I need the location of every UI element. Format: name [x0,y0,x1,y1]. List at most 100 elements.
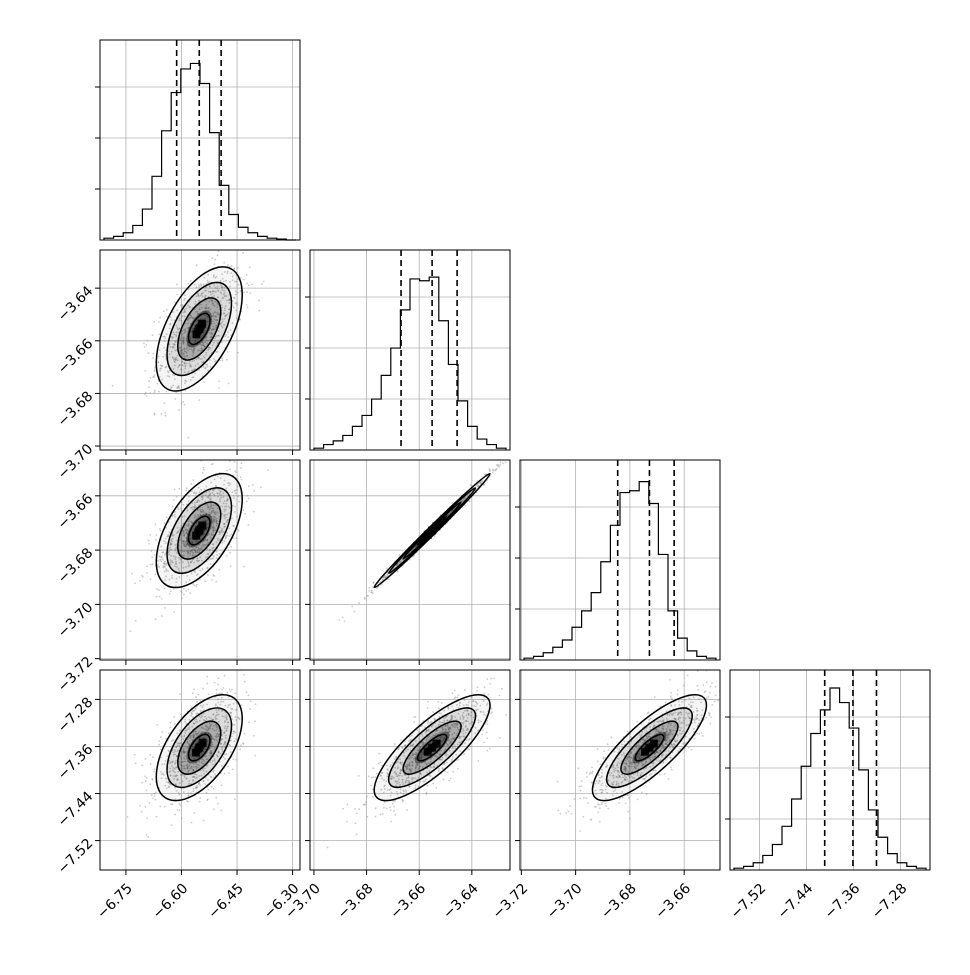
scatter-point [246,274,248,276]
scatter-point [161,731,163,733]
scatter-point [367,595,369,597]
scatter-point [487,694,489,696]
scatter-point [129,630,131,632]
scatter-point [451,692,453,694]
scatter-point [536,421,538,423]
scatter-point [250,292,252,294]
scatter-point [395,814,397,816]
scatter-point [378,753,380,755]
scatter-point [402,800,404,802]
scatter-point [483,693,485,695]
scatter-point [152,563,154,565]
scatter-point [499,464,501,466]
scatter-point [223,262,225,264]
scatter-point [228,772,230,774]
scatter-point [481,734,483,736]
scatter-point [226,555,228,557]
scatter-point [240,277,242,279]
scatter-point [164,587,166,589]
scatter-point [192,479,194,481]
scatter-point [207,574,209,576]
scatter-point [372,776,374,778]
scatter-point [171,824,173,826]
scatter-point [146,777,148,779]
scatter-point [450,778,452,780]
scatter-point [448,780,450,782]
scatter-point [492,471,494,473]
scatter-point [211,786,213,788]
scatter-point [175,392,177,394]
scatter-point [152,376,154,378]
scatter-point [213,575,215,577]
scatter-point [220,810,222,812]
scatter-point [372,586,374,588]
scatter-point [144,394,146,396]
scatter-point [709,686,711,688]
scatter-point [189,592,191,594]
scatter-point [190,280,192,282]
scatter-point [400,739,402,741]
scatter-point [203,820,205,822]
scatter-point [243,674,245,676]
scatter-point [224,773,226,775]
scatter-point [221,784,223,786]
scatter-point [174,301,176,303]
scatter-point [355,822,357,824]
scatter-point [248,485,250,487]
scatter-point [154,793,156,795]
scatter-point [218,380,220,382]
scatter-point [154,390,156,392]
scatter-point [476,686,478,688]
scatter-point [358,775,360,777]
scatter-point [242,509,244,511]
scatter-point [454,690,456,692]
scatter-point [149,783,151,785]
scatter-point [697,689,699,691]
scatter-point [165,412,167,414]
scatter-point [636,721,638,723]
scatter-point [199,700,201,702]
scatter-point [338,619,340,621]
scatter-point [199,797,201,799]
scatter-point [170,722,172,724]
scatter-point [244,681,246,683]
scatter-point [435,787,437,789]
scatter-point [156,724,158,726]
scatter-point [383,807,385,809]
scatter-point [169,593,171,595]
scatter-point [646,793,648,795]
scatter-point [371,589,373,591]
scatter-point [151,794,153,796]
scatter-panel-1-0 [95,211,300,465]
scatter-point [364,803,366,805]
scatter-point [216,689,218,691]
scatter-point [150,578,152,580]
scatter-point [248,721,250,723]
scatter-point [442,779,444,781]
scatter-point [172,803,174,805]
scatter-point [147,836,149,838]
scatter-point [232,758,234,760]
scatter-point [178,803,180,805]
scatter-point [156,383,158,385]
scatter-point [153,321,155,323]
scatter-point [217,677,219,679]
scatter-point [154,370,156,372]
scatter-point [327,847,329,849]
scatter-point [677,689,679,691]
scatter-point [158,334,160,336]
scatter-point [161,615,163,617]
scatter-point [427,707,429,709]
scatter-point [486,731,488,733]
scatter-point [173,716,175,718]
scatter-panel-3-0 [95,658,300,875]
scatter-point [229,469,231,471]
scatter-point [586,776,588,778]
scatter-point [150,564,152,566]
scatter-point [365,801,367,803]
scatter-point [618,802,620,804]
scatter-point [148,543,150,545]
scatter-point [236,537,238,539]
scatter-point [156,816,158,818]
scatter-point [218,569,220,571]
